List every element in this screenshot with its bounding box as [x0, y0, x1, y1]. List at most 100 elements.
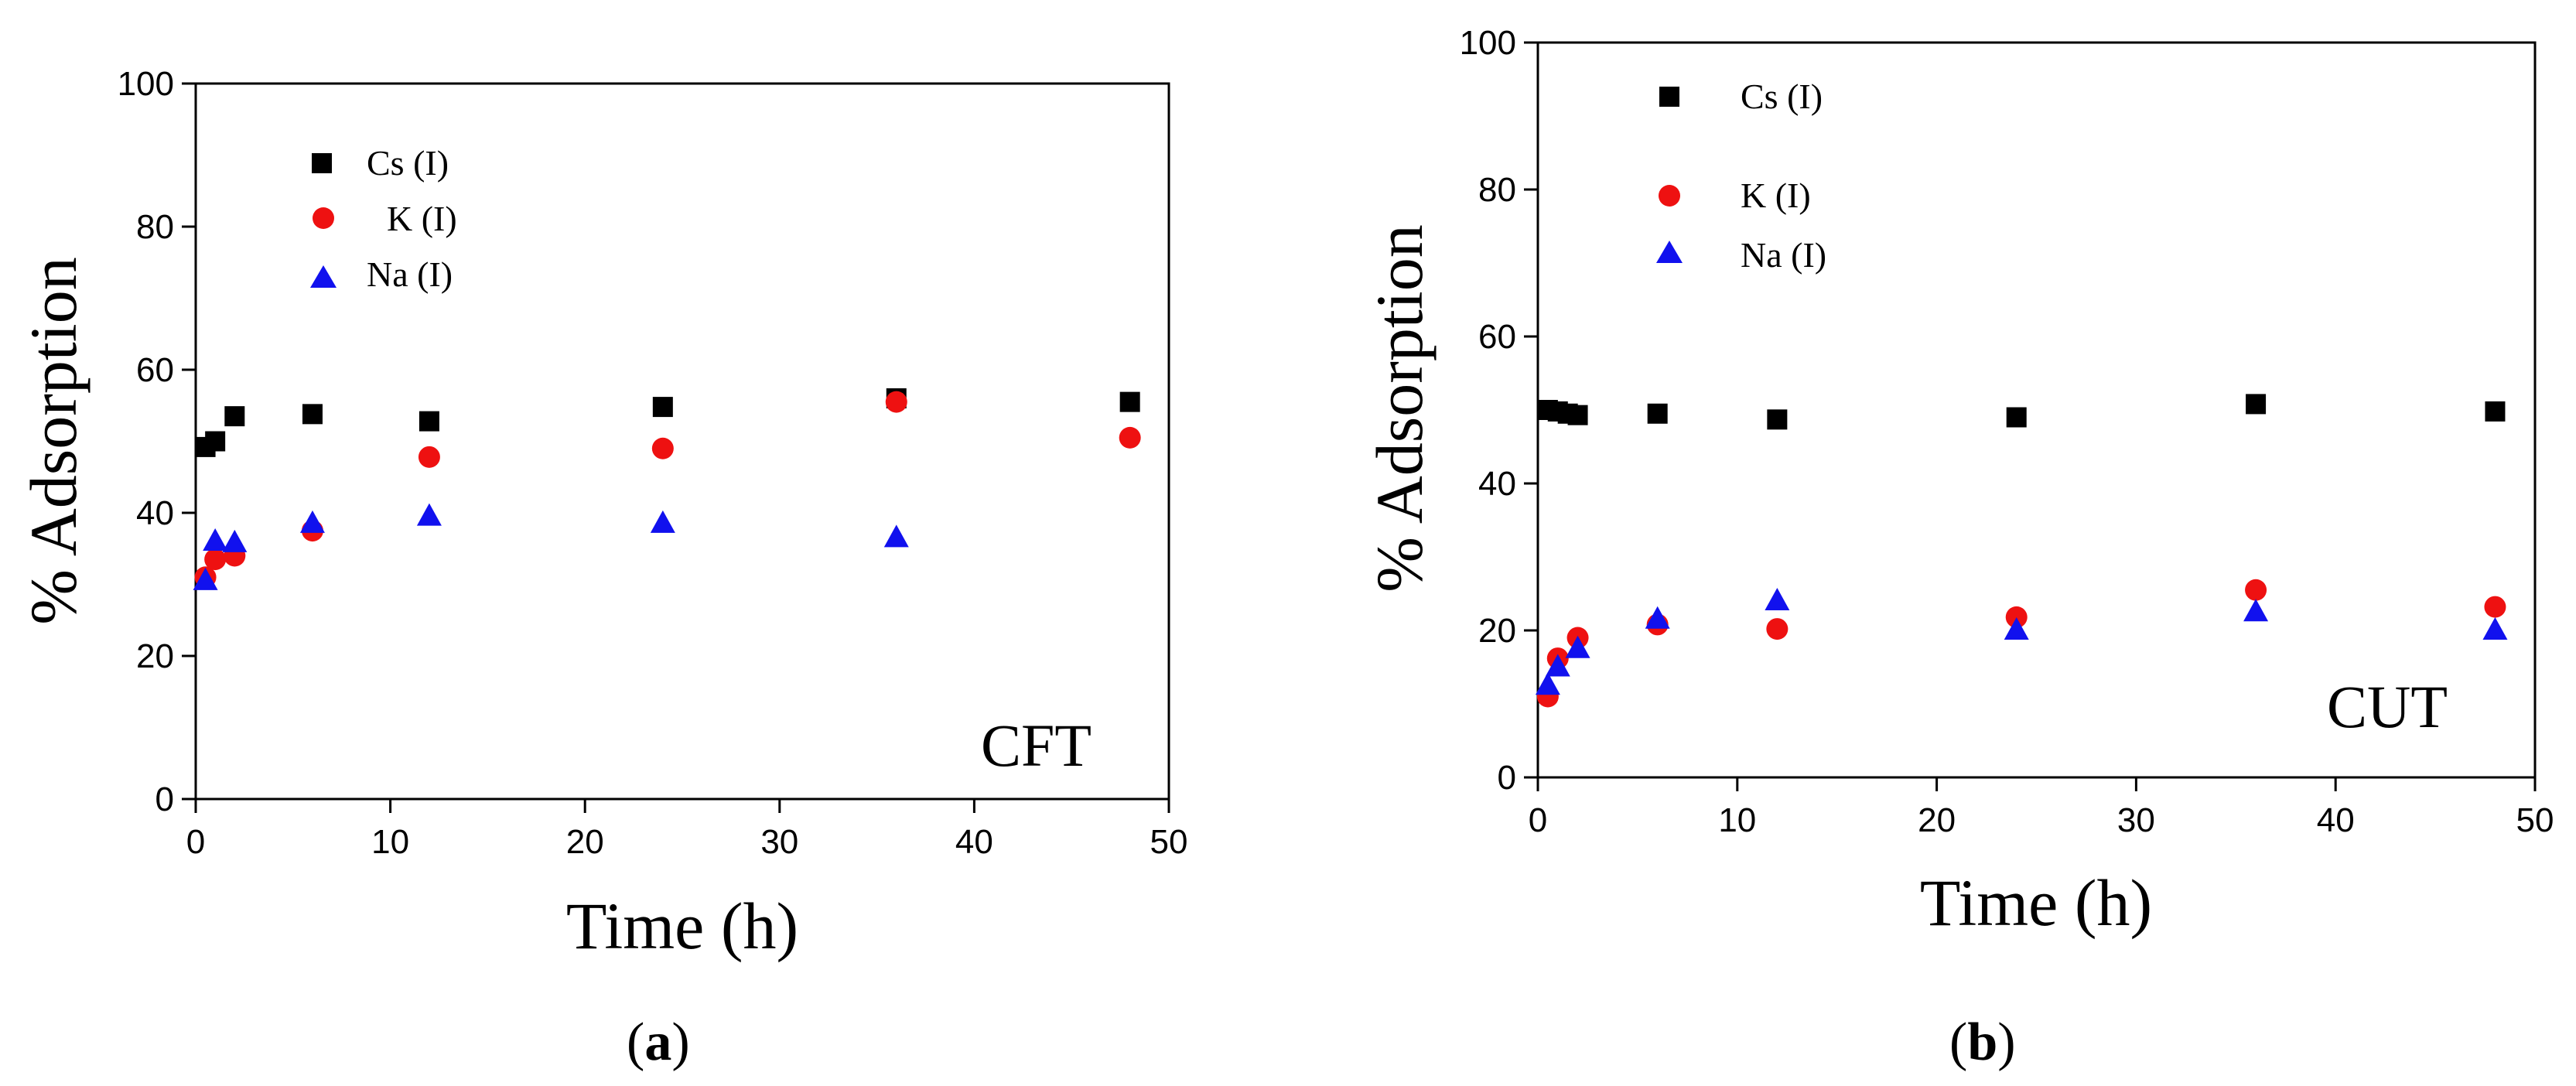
data-point [1545, 654, 1570, 677]
x-tick-label: 0 [186, 823, 205, 861]
data-point [2245, 579, 2267, 601]
data-point [224, 406, 245, 427]
x-tick-label: 10 [371, 823, 409, 861]
legend-marker-k [1659, 185, 1680, 207]
y-tick-label: 40 [136, 494, 174, 532]
legend-marker-cs [1659, 87, 1679, 107]
chart-a: 0 20 40 60 80 100 0 10 20 30 40 50 Cs (I) K (I) Na… [16, 65, 1187, 1072]
data-point [302, 404, 323, 425]
data-point [205, 431, 226, 452]
x-tick-label: 20 [566, 823, 604, 861]
data-point [651, 437, 674, 459]
data-point [1567, 405, 1588, 425]
data-point [2005, 606, 2028, 628]
legend-marker-na [310, 265, 337, 288]
y-tick-label: 0 [155, 780, 174, 818]
chart-b-panel-label: (b) [1949, 1013, 2016, 1072]
panel-letter-b: b [1967, 1013, 1997, 1072]
data-point [204, 548, 227, 571]
y-tick-label: 60 [1478, 318, 1516, 356]
legend-item-na: Na (I) [310, 254, 453, 294]
legend-marker-na [1656, 241, 1683, 263]
x-tick-label: 20 [1918, 801, 1956, 839]
data-point [650, 510, 675, 533]
data-point [2004, 617, 2029, 640]
data-point [885, 391, 907, 413]
panel-paren-open-a: ( [627, 1013, 644, 1072]
x-tick-label: 10 [1718, 801, 1756, 839]
y-tick-label: 20 [1478, 612, 1516, 650]
chart-a-x-label: Time (h) [566, 889, 798, 963]
data-point [2243, 599, 2269, 622]
data-point [1766, 618, 1789, 640]
data-point [299, 510, 325, 533]
chart-a-annotation: CFT [981, 712, 1092, 779]
data-point [1647, 403, 1668, 424]
data-point [2482, 617, 2508, 640]
x-tick-label: 40 [955, 823, 993, 861]
data-point [1767, 409, 1788, 430]
legend-label-k: K (I) [387, 199, 457, 238]
y-tick-label: 40 [1478, 465, 1516, 503]
data-point [1535, 672, 1560, 695]
data-point [418, 446, 440, 468]
legend-item-k: K (I) [1659, 176, 1811, 215]
legend-label-cs: Cs (I) [1741, 77, 1823, 116]
panel-letter-a: a [644, 1013, 671, 1072]
chart-b-legend: Cs (I) K (I) Na (I) [1656, 77, 1826, 275]
chart-b-annotation: CUT [2327, 673, 2448, 740]
x-tick-label: 30 [760, 823, 798, 861]
data-point [1645, 606, 1670, 629]
legend-label-na: Na (I) [367, 254, 453, 294]
panel-paren-close-a: ) [671, 1013, 689, 1072]
y-tick-label: 60 [136, 351, 174, 389]
y-tick-label: 100 [1460, 24, 1516, 62]
y-tick-label: 100 [118, 65, 174, 103]
data-point [203, 528, 228, 551]
legend-item-cs: Cs (I) [1659, 77, 1823, 116]
chart-a-plot-frame [194, 82, 1170, 801]
data-point [1119, 426, 1141, 449]
data-point [652, 397, 673, 418]
data-point [193, 567, 218, 590]
chart-b-y-label: % Adsorption [1362, 224, 1437, 592]
x-tick-label: 30 [2117, 801, 2155, 839]
data-point [883, 524, 909, 548]
legend-item-na: Na (I) [1656, 235, 1826, 275]
data-point [222, 529, 248, 552]
chart-b-x-ticks: 0 10 20 30 40 50 [1529, 777, 2554, 839]
x-tick-label: 50 [1150, 823, 1188, 861]
chart-a-legend: Cs (I) K (I) Na (I) [310, 143, 457, 294]
data-point [416, 503, 442, 526]
chart-a-panel-label: (a) [627, 1013, 690, 1072]
legend-label-na: Na (I) [1741, 235, 1826, 275]
series-2 [193, 503, 909, 590]
chart-b-marks [1535, 394, 2508, 708]
legend-marker-cs [312, 153, 332, 173]
x-tick-label: 0 [1529, 801, 1547, 839]
y-tick-label: 80 [1478, 171, 1516, 209]
legend-item-cs: Cs (I) [312, 143, 449, 183]
chart-b-y-ticks: 0 20 40 60 80 100 [1460, 24, 1538, 797]
legend-marker-k [313, 207, 334, 229]
data-point [1565, 635, 1590, 658]
y-tick-label: 20 [136, 637, 174, 675]
y-tick-label: 80 [136, 208, 174, 246]
chart-a-marks [193, 388, 1141, 590]
y-tick-label: 0 [1498, 759, 1516, 797]
x-tick-label: 40 [2317, 801, 2355, 839]
legend-label-k: K (I) [1741, 176, 1811, 215]
series-1 [194, 391, 1141, 589]
chart-b-x-label: Time (h) [1920, 866, 2152, 940]
panel-paren-open-b: ( [1949, 1013, 1967, 1072]
data-point [2484, 596, 2506, 618]
data-point [2006, 407, 2027, 428]
legend-item-k: K (I) [313, 199, 457, 238]
chart-a-y-label: % Adsorption [16, 257, 91, 624]
chart-a-y-ticks: 0 20 40 60 80 100 [118, 65, 196, 818]
chart-b-plot-frame [1536, 41, 2537, 779]
data-point [2485, 401, 2506, 422]
data-point [419, 411, 439, 432]
chart-b: 0 20 40 60 80 100 0 10 20 30 40 50 Cs (I) K (I) Na… [1362, 24, 2554, 1072]
